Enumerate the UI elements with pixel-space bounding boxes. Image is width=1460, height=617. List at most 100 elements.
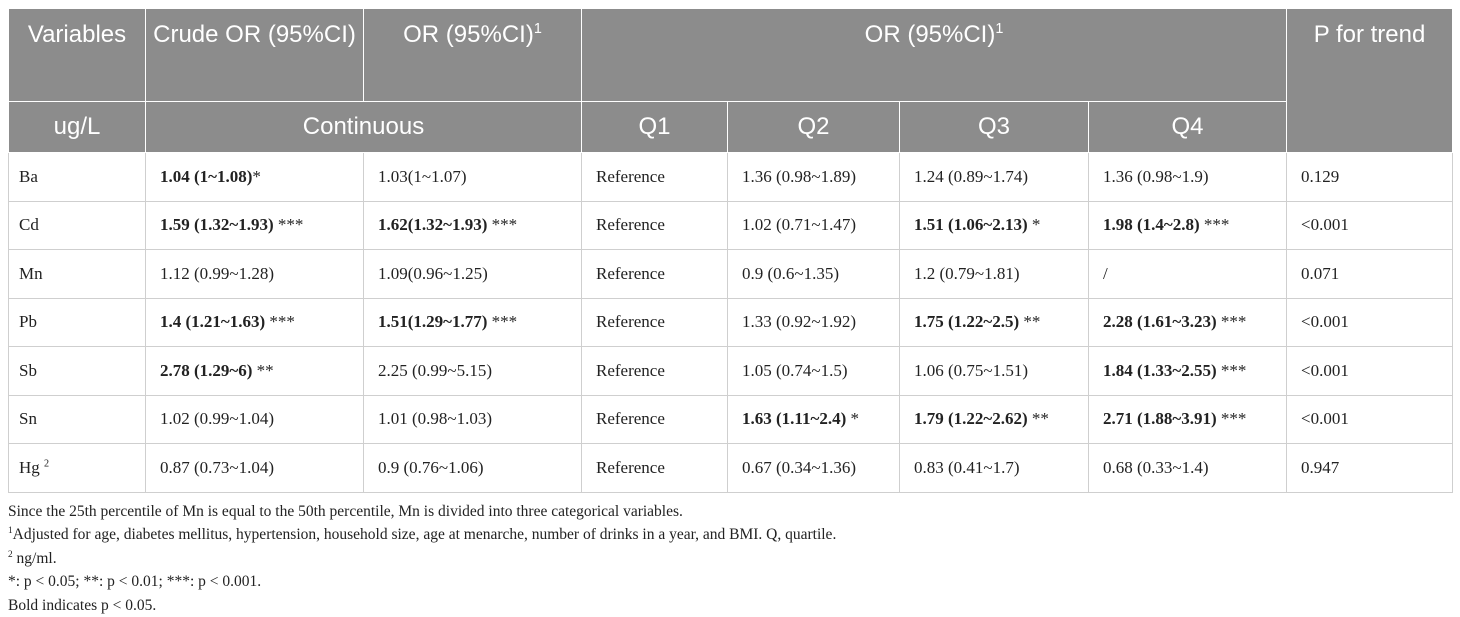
- variable-name: Pb: [19, 312, 37, 331]
- cell-value: <0.001: [1301, 409, 1349, 428]
- results-table-container: Variables Crude OR (95%CI) OR (95%CI)1 O…: [8, 8, 1452, 617]
- variable-name: Mn: [19, 264, 43, 283]
- cell-value: Reference: [596, 312, 665, 331]
- cell-value: 0.071: [1301, 264, 1339, 283]
- cell-variable: Sb: [9, 347, 146, 396]
- header-adjusted-or: OR (95%CI)1: [364, 9, 582, 102]
- cell-q4: 2.28 (1.61~3.23) ***: [1089, 298, 1287, 347]
- cell-q1: Reference: [582, 395, 728, 444]
- cell-value: 1.02 (0.71~1.47): [742, 215, 856, 234]
- cell-q2: 1.36 (0.98~1.89): [728, 153, 900, 202]
- cell-value: 1.51(1.29~1.77): [378, 312, 487, 331]
- cell-adj: 2.25 (0.99~5.15): [364, 347, 582, 396]
- significance-stars: ***: [1217, 361, 1247, 380]
- header-quartile-or-text: OR (95%CI): [865, 21, 996, 48]
- header-q4: Q4: [1089, 102, 1287, 153]
- variable-name: Hg: [19, 458, 40, 477]
- variable-name: Ba: [19, 167, 38, 186]
- cell-variable: Mn: [9, 250, 146, 299]
- cell-value: 0.68 (0.33~1.4): [1103, 458, 1209, 477]
- cell-p: <0.001: [1287, 395, 1453, 444]
- header-q1: Q1: [582, 102, 728, 153]
- cell-q2: 1.33 (0.92~1.92): [728, 298, 900, 347]
- cell-q1: Reference: [582, 153, 728, 202]
- variable-name: Sb: [19, 361, 37, 380]
- header-p-for-trend: P for trend: [1287, 9, 1453, 153]
- cell-value: Reference: [596, 458, 665, 477]
- cell-value: 2.78 (1.29~6): [160, 361, 252, 380]
- cell-variable: Pb: [9, 298, 146, 347]
- cell-crude: 1.4 (1.21~1.63) ***: [146, 298, 364, 347]
- cell-value: 0.9 (0.6~1.35): [742, 264, 839, 283]
- cell-value: Reference: [596, 167, 665, 186]
- header-quartile-or: OR (95%CI)1: [582, 9, 1287, 102]
- footnote-line: 1Adjusted for age, diabetes mellitus, hy…: [8, 523, 1452, 547]
- cell-value: 1.84 (1.33~2.55): [1103, 361, 1217, 380]
- header-q2: Q2: [728, 102, 900, 153]
- significance-stars: ***: [487, 312, 517, 331]
- footnote-line: Since the 25th percentile of Mn is equal…: [8, 500, 1452, 524]
- cell-q3: 1.75 (1.22~2.5) **: [900, 298, 1089, 347]
- cell-value: 1.63 (1.11~2.4): [742, 409, 846, 428]
- footnote-text: Bold indicates p < 0.05.: [8, 597, 156, 614]
- cell-q2: 0.9 (0.6~1.35): [728, 250, 900, 299]
- cell-adj: 1.01 (0.98~1.03): [364, 395, 582, 444]
- cell-q2: 1.63 (1.11~2.4) *: [728, 395, 900, 444]
- cell-value: 1.36 (0.98~1.89): [742, 167, 856, 186]
- variable-footnote: 2: [44, 458, 49, 469]
- significance-stars: ***: [265, 312, 295, 331]
- cell-value: 1.51 (1.06~2.13): [914, 215, 1028, 234]
- cell-crude: 2.78 (1.29~6) **: [146, 347, 364, 396]
- variable-name: Cd: [19, 215, 39, 234]
- header-q3: Q3: [900, 102, 1089, 153]
- cell-value: 1.01 (0.98~1.03): [378, 409, 492, 428]
- table-row: Sn 1.02 (0.99~1.04) 1.01 (0.98~1.03) Refere…: [9, 395, 1453, 444]
- cell-q3: 1.2 (0.79~1.81): [900, 250, 1089, 299]
- significance-stars: ***: [1200, 215, 1230, 234]
- header-row-2: ug/L Continuous Q1 Q2 Q3 Q4: [9, 102, 1453, 153]
- cell-value: /: [1103, 264, 1108, 283]
- cell-crude: 1.59 (1.32~1.93) ***: [146, 201, 364, 250]
- cell-q4: /: [1089, 250, 1287, 299]
- cell-variable: Hg 2: [9, 444, 146, 493]
- header-continuous: Continuous: [146, 102, 582, 153]
- header-unit: ug/L: [9, 102, 146, 153]
- cell-value: 1.36 (0.98~1.9): [1103, 167, 1209, 186]
- significance-stars: **: [252, 361, 273, 380]
- cell-value: Reference: [596, 264, 665, 283]
- cell-value: 1.02 (0.99~1.04): [160, 409, 274, 428]
- cell-q1: Reference: [582, 250, 728, 299]
- significance-stars: ***: [274, 215, 304, 234]
- cell-q3: 1.51 (1.06~2.13) *: [900, 201, 1089, 250]
- cell-value: 1.24 (0.89~1.74): [914, 167, 1028, 186]
- table-header: Variables Crude OR (95%CI) OR (95%CI)1 O…: [9, 9, 1453, 153]
- cell-value: 0.9 (0.76~1.06): [378, 458, 484, 477]
- footnote-text: Adjusted for age, diabetes mellitus, hyp…: [13, 526, 837, 543]
- cell-value: 0.129: [1301, 167, 1339, 186]
- cell-crude: 1.02 (0.99~1.04): [146, 395, 364, 444]
- cell-value: 1.12 (0.99~1.28): [160, 264, 274, 283]
- cell-value: 1.33 (0.92~1.92): [742, 312, 856, 331]
- cell-adj: 1.09(0.96~1.25): [364, 250, 582, 299]
- cell-value: 2.71 (1.88~3.91): [1103, 409, 1217, 428]
- cell-q1: Reference: [582, 444, 728, 493]
- significance-stars: *: [252, 167, 261, 186]
- cell-adj: 0.9 (0.76~1.06): [364, 444, 582, 493]
- cell-crude: 1.12 (0.99~1.28): [146, 250, 364, 299]
- footnote-line: Bold indicates p < 0.05.: [8, 594, 1452, 617]
- footnote-text: ng/ml.: [13, 550, 57, 567]
- cell-value: 0.83 (0.41~1.7): [914, 458, 1020, 477]
- cell-q1: Reference: [582, 298, 728, 347]
- cell-adj: 1.51(1.29~1.77) ***: [364, 298, 582, 347]
- cell-value: 0.87 (0.73~1.04): [160, 458, 274, 477]
- cell-q3: 0.83 (0.41~1.7): [900, 444, 1089, 493]
- cell-variable: Sn: [9, 395, 146, 444]
- significance-stars: *: [1028, 215, 1041, 234]
- header-row-1: Variables Crude OR (95%CI) OR (95%CI)1 O…: [9, 9, 1453, 102]
- footnote-line: *: p < 0.05; **: p < 0.01; ***: p < 0.00…: [8, 570, 1452, 594]
- significance-stars: ***: [487, 215, 517, 234]
- cell-value: 1.4 (1.21~1.63): [160, 312, 265, 331]
